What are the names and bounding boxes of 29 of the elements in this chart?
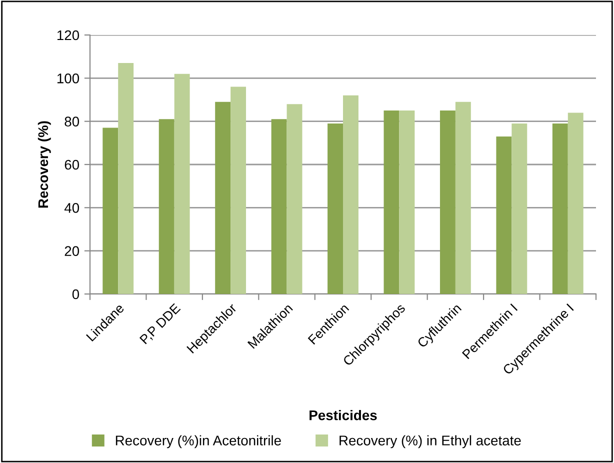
y-tick-label: 60 bbox=[64, 160, 80, 170]
legend-label: Recovery (%)in Acetonitrile bbox=[116, 435, 281, 448]
bar bbox=[568, 112, 584, 294]
y-tick-label: 80 bbox=[64, 116, 80, 127]
bar bbox=[496, 136, 512, 294]
bar bbox=[230, 86, 246, 294]
bar bbox=[512, 123, 528, 294]
y-tick-label: 120 bbox=[57, 30, 80, 40]
bar bbox=[455, 102, 471, 294]
y-tick-label: 0 bbox=[72, 289, 80, 300]
bar bbox=[328, 123, 343, 294]
bar bbox=[552, 123, 568, 294]
bar bbox=[118, 63, 134, 294]
bar bbox=[102, 128, 118, 294]
legend-label: Recovery (%) in Ethyl acetate bbox=[340, 435, 521, 448]
y-tick-label: 20 bbox=[64, 246, 80, 256]
bar bbox=[399, 110, 415, 294]
bar bbox=[343, 95, 358, 294]
y-tick-label: 100 bbox=[57, 74, 80, 84]
bar bbox=[286, 104, 302, 294]
bar bbox=[215, 102, 231, 294]
bar bbox=[440, 110, 456, 294]
bar bbox=[158, 119, 174, 294]
bar bbox=[271, 119, 287, 294]
y-axis-title: Recovery (%) bbox=[38, 121, 51, 208]
y-tick-label: 40 bbox=[64, 203, 80, 213]
bar bbox=[174, 74, 190, 294]
x-axis-title: Pesticides bbox=[310, 410, 377, 420]
bar bbox=[384, 110, 400, 294]
